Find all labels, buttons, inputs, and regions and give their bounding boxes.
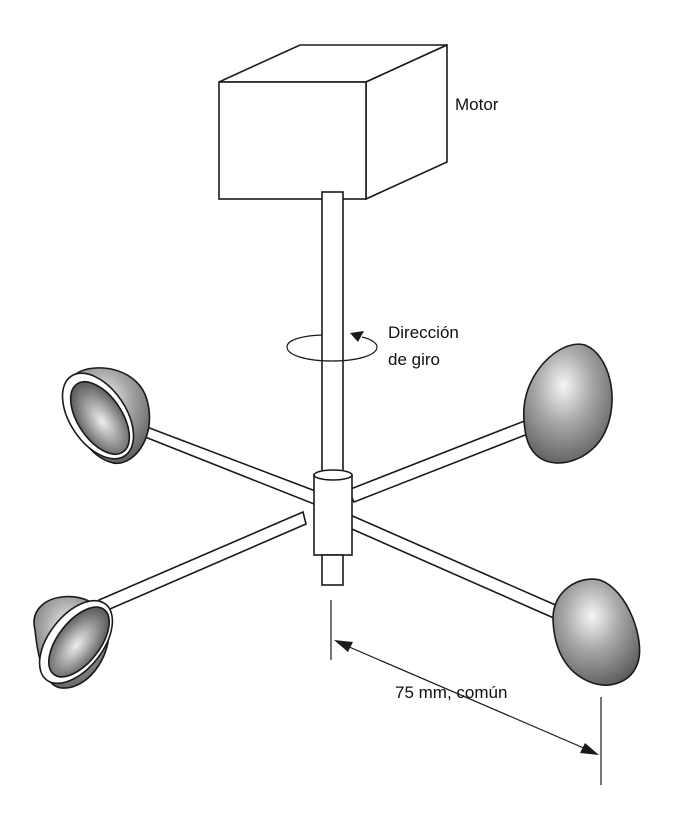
arm-lower-right [344, 512, 561, 621]
cup-upper-right [523, 343, 613, 464]
arm-upper-left [129, 419, 320, 506]
cup-lower-left [33, 595, 114, 689]
arm-lower-left [98, 510, 307, 614]
dimension-label: 75 mm, común [395, 683, 507, 702]
motor-box [218, 43, 448, 201]
rotation-arrow-icon [286, 331, 378, 362]
vertical-shaft [321, 191, 344, 473]
rotation-label-line2: de giro [388, 350, 440, 369]
arm-upper-right [346, 418, 535, 504]
rotation-label-line1: Dirección [388, 323, 459, 342]
central-hub [313, 469, 353, 586]
cup-lower-right [552, 578, 641, 686]
dimension-line [330, 600, 602, 785]
cup-upper-left [61, 367, 151, 465]
motor-label: Motor [455, 95, 499, 114]
